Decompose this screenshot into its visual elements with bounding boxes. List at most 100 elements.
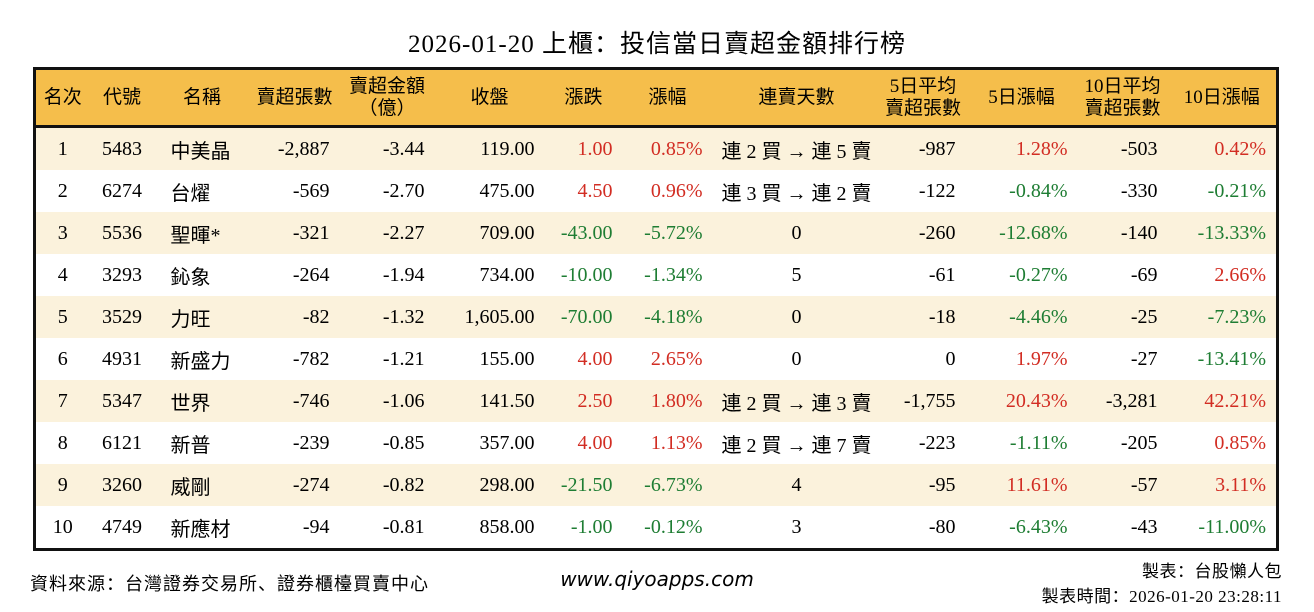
cell-code: 6274: [102, 179, 142, 202]
cell-sell-amount-100m: -2.70: [382, 179, 425, 202]
cell-change: -1.00: [570, 515, 613, 538]
cell-change-pct: -6.73%: [644, 473, 703, 496]
cell-sell-amount-100m: -0.81: [382, 515, 425, 538]
cell-close: 858.00: [479, 515, 535, 538]
cell-name: 世界: [170, 392, 211, 415]
column-header-sell-streak: 連賣天數: [712, 68, 881, 128]
cell-sell-amount-100m: -2.27: [382, 221, 425, 244]
cell-change-pct: -1.34%: [644, 263, 703, 286]
cell-sell-volume: -569: [292, 179, 330, 202]
column-header-avg10-sell-volume: 10日平均 賣超張數: [1077, 68, 1168, 128]
cell-name: 聖暉*: [170, 224, 221, 247]
cell-name: 新盛力: [170, 350, 231, 373]
cell-rank: 6: [57, 347, 68, 370]
cell-close: 141.50: [479, 389, 535, 412]
cell-sell-streak: 連 2 買 → 連 7 賣: [721, 434, 872, 457]
cell-change: -70.00: [560, 305, 613, 328]
cell-avg5-sell-volume: -223: [918, 431, 956, 454]
cell-sell-streak: 0: [791, 221, 802, 244]
cell-sell-streak: 3: [791, 515, 802, 538]
cell-sell-amount-100m: -0.82: [382, 473, 425, 496]
cell-sell-amount-100m: -1.21: [382, 347, 425, 370]
cell-pct-10d: -13.33%: [1197, 221, 1266, 244]
cell-pct-5d: -12.68%: [999, 221, 1068, 244]
cell-sell-volume: -82: [302, 305, 330, 328]
table-row: 4 3293 鈊象 -264 -1.94 734.00 -10.00 -1.34% 5 -61 -0…: [34, 254, 1278, 296]
column-header-sell-volume: 賣超張數: [249, 68, 340, 128]
cell-change: -10.00: [560, 263, 613, 286]
made-time-text: 製表時間：2026-01-20 23:28:11: [1041, 586, 1282, 606]
cell-pct-5d: 11.61%: [1006, 473, 1068, 496]
table-row: 7 5347 世界 -746 -1.06 141.50 2.50 1.80% 連 2 買 → 連…: [34, 380, 1278, 422]
cell-change-pct: -0.12%: [644, 515, 703, 538]
cell-sell-volume: -94: [302, 515, 330, 538]
ranking-table: 名次 代號 名稱 賣超張數 賣超金額 （億） 收盤 漲跌 漲幅 連賣天數 5日平均 賣超張數 5日漲…: [33, 67, 1279, 551]
cell-avg10-sell-volume: -69: [1130, 263, 1158, 286]
table-row: 8 6121 新普 -239 -0.85 357.00 4.00 1.13% 連 2 買 → 連…: [34, 422, 1278, 464]
cell-name: 新普: [170, 434, 211, 457]
cell-code: 5536: [102, 221, 142, 244]
cell-pct-5d: 1.28%: [1015, 137, 1068, 160]
cell-code: 6121: [102, 431, 142, 454]
cell-rank: 7: [57, 389, 68, 412]
cell-pct-5d: -4.46%: [1009, 305, 1068, 328]
table-row: 5 3529 力旺 -82 -1.32 1,605.00 -70.00 -4.18% 0 -18 -…: [34, 296, 1278, 338]
cell-close: 357.00: [479, 431, 535, 454]
cell-change-pct: 1.13%: [650, 431, 703, 454]
cell-name: 新應材: [170, 518, 231, 541]
cell-sell-amount-100m: -0.85: [382, 431, 425, 454]
cell-avg10-sell-volume: -503: [1120, 137, 1158, 160]
cell-change-pct: -5.72%: [644, 221, 703, 244]
cell-sell-volume: -782: [292, 347, 330, 370]
table-row: 2 6274 台燿 -569 -2.70 475.00 4.50 0.96% 連 3 買 → 連…: [34, 170, 1278, 212]
cell-sell-amount-100m: -1.32: [382, 305, 425, 328]
made-by-text: 製表：台股懶人包: [1142, 562, 1282, 581]
cell-sell-amount-100m: -1.06: [382, 389, 425, 412]
cell-close: 1,605.00: [464, 305, 535, 328]
cell-avg5-sell-volume: 0: [945, 347, 956, 370]
cell-sell-streak: 連 3 買 → 連 2 賣: [721, 182, 872, 205]
column-header-pct-10d: 10日漲幅: [1167, 68, 1278, 128]
cell-pct-10d: 0.42%: [1214, 137, 1266, 160]
credits-block: 製表：台股懶人包 製表時間：2026-01-20 23:28:11: [1042, 560, 1282, 609]
cell-name: 威剛: [170, 476, 211, 499]
website-watermark: www.qiyoapps.com: [560, 567, 754, 591]
column-header-change-pct: 漲幅: [622, 68, 713, 128]
cell-rank: 9: [57, 473, 68, 496]
cell-pct-5d: 1.97%: [1015, 347, 1068, 370]
cell-avg10-sell-volume: -57: [1130, 473, 1158, 496]
cell-code: 5347: [102, 389, 142, 412]
cell-rank: 10: [52, 515, 73, 538]
page-title: 2026-01-20 上櫃：投信當日賣超金額排行榜: [408, 31, 906, 58]
column-header-name: 名稱: [154, 68, 250, 128]
cell-sell-volume: -264: [292, 263, 330, 286]
cell-code: 4749: [102, 515, 142, 538]
cell-code: 5483: [102, 137, 142, 160]
cell-rank: 4: [57, 263, 68, 286]
cell-pct-10d: -13.41%: [1197, 347, 1266, 370]
cell-sell-amount-100m: -3.44: [382, 137, 425, 160]
cell-pct-10d: 2.66%: [1214, 263, 1266, 286]
cell-sell-volume: -321: [292, 221, 330, 244]
cell-sell-streak: 連 2 買 → 連 5 賣: [721, 140, 872, 163]
cell-avg10-sell-volume: -330: [1120, 179, 1158, 202]
cell-change: -43.00: [560, 221, 613, 244]
cell-close: 475.00: [479, 179, 535, 202]
cell-change-pct: -4.18%: [644, 305, 703, 328]
cell-change: 4.00: [577, 431, 613, 454]
column-header-sell-amount-100m: 賣超金額 （億）: [339, 68, 435, 128]
cell-avg10-sell-volume: -140: [1120, 221, 1158, 244]
column-header-change: 漲跌: [544, 68, 623, 128]
cell-close: 709.00: [479, 221, 535, 244]
cell-avg5-sell-volume: -95: [928, 473, 956, 496]
cell-close: 155.00: [479, 347, 535, 370]
cell-sell-streak: 0: [791, 347, 802, 370]
column-header-pct-5d: 5日漲幅: [965, 68, 1078, 128]
cell-change: 1.00: [577, 137, 613, 160]
cell-name: 台燿: [170, 182, 211, 205]
cell-avg5-sell-volume: -122: [918, 179, 956, 202]
table-row: 3 5536 聖暉* -321 -2.27 709.00 -43.00 -5.72% 0 -260…: [34, 212, 1278, 254]
cell-code: 3260: [102, 473, 142, 496]
table-row: 10 4749 新應材 -94 -0.81 858.00 -1.00 -0.12% 3 -80 -6…: [34, 506, 1278, 550]
table-header-row: 名次 代號 名稱 賣超張數 賣超金額 （億） 收盤 漲跌 漲幅 連賣天數 5日平均 賣超張數 5日漲…: [34, 68, 1278, 128]
